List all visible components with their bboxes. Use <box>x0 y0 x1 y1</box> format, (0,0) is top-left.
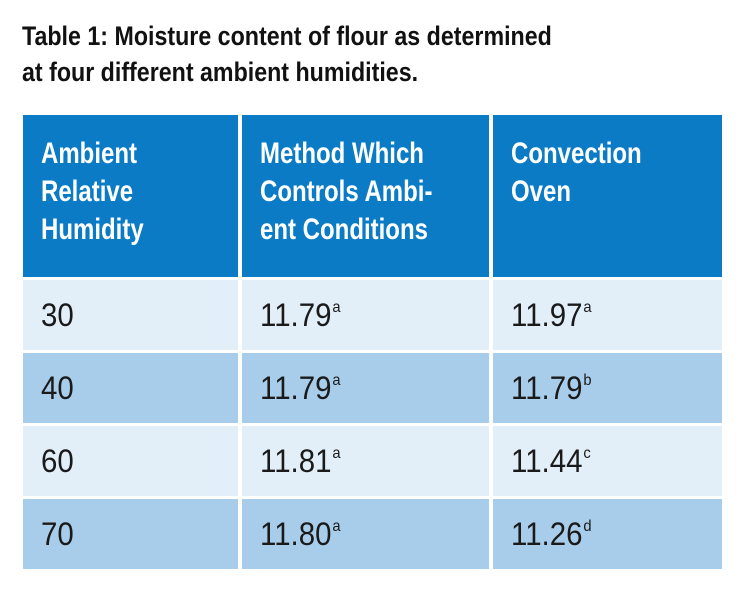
cell-method: 11.80a <box>242 496 493 569</box>
cell-oven: 11.44c <box>493 423 722 496</box>
cell-humidity: 60 <box>23 423 242 496</box>
cell-oven: 11.79b <box>493 350 722 423</box>
cell-humidity: 30 <box>23 277 242 350</box>
moisture-table: Ambient Relative Humidity Method Which C… <box>23 115 722 569</box>
table-header-row: Ambient Relative Humidity Method Which C… <box>23 115 722 277</box>
cell-humidity: 40 <box>23 350 242 423</box>
table-row: 40 11.79a 11.79b <box>23 350 722 423</box>
superscript-letter: a <box>332 444 341 462</box>
superscript-letter: a <box>332 517 341 535</box>
superscript-letter: d <box>583 517 592 535</box>
cell-oven: 11.26d <box>493 496 722 569</box>
cell-oven: 11.97a <box>493 277 722 350</box>
table-row: 30 11.79a 11.97a <box>23 277 722 350</box>
header-ambient-humidity: Ambient Relative Humidity <box>23 115 242 277</box>
table-row: 70 11.80a 11.26d <box>23 496 722 569</box>
superscript-letter: a <box>332 371 341 389</box>
cell-method: 11.79a <box>242 277 493 350</box>
table-title: Table 1: Moisture content of flour as de… <box>22 21 552 87</box>
superscript-letter: c <box>583 444 591 462</box>
header-convection-oven: Convection Oven <box>493 115 722 277</box>
cell-humidity: 70 <box>23 496 242 569</box>
superscript-letter: a <box>332 298 341 316</box>
cell-method: 11.81a <box>242 423 493 496</box>
cell-method: 11.79a <box>242 350 493 423</box>
table-row: 60 11.81a 11.44c <box>23 423 722 496</box>
superscript-letter: b <box>583 371 592 389</box>
header-method-controls-ambient: Method Which Controls Ambi- ent Conditio… <box>242 115 493 277</box>
superscript-letter: a <box>583 298 592 316</box>
